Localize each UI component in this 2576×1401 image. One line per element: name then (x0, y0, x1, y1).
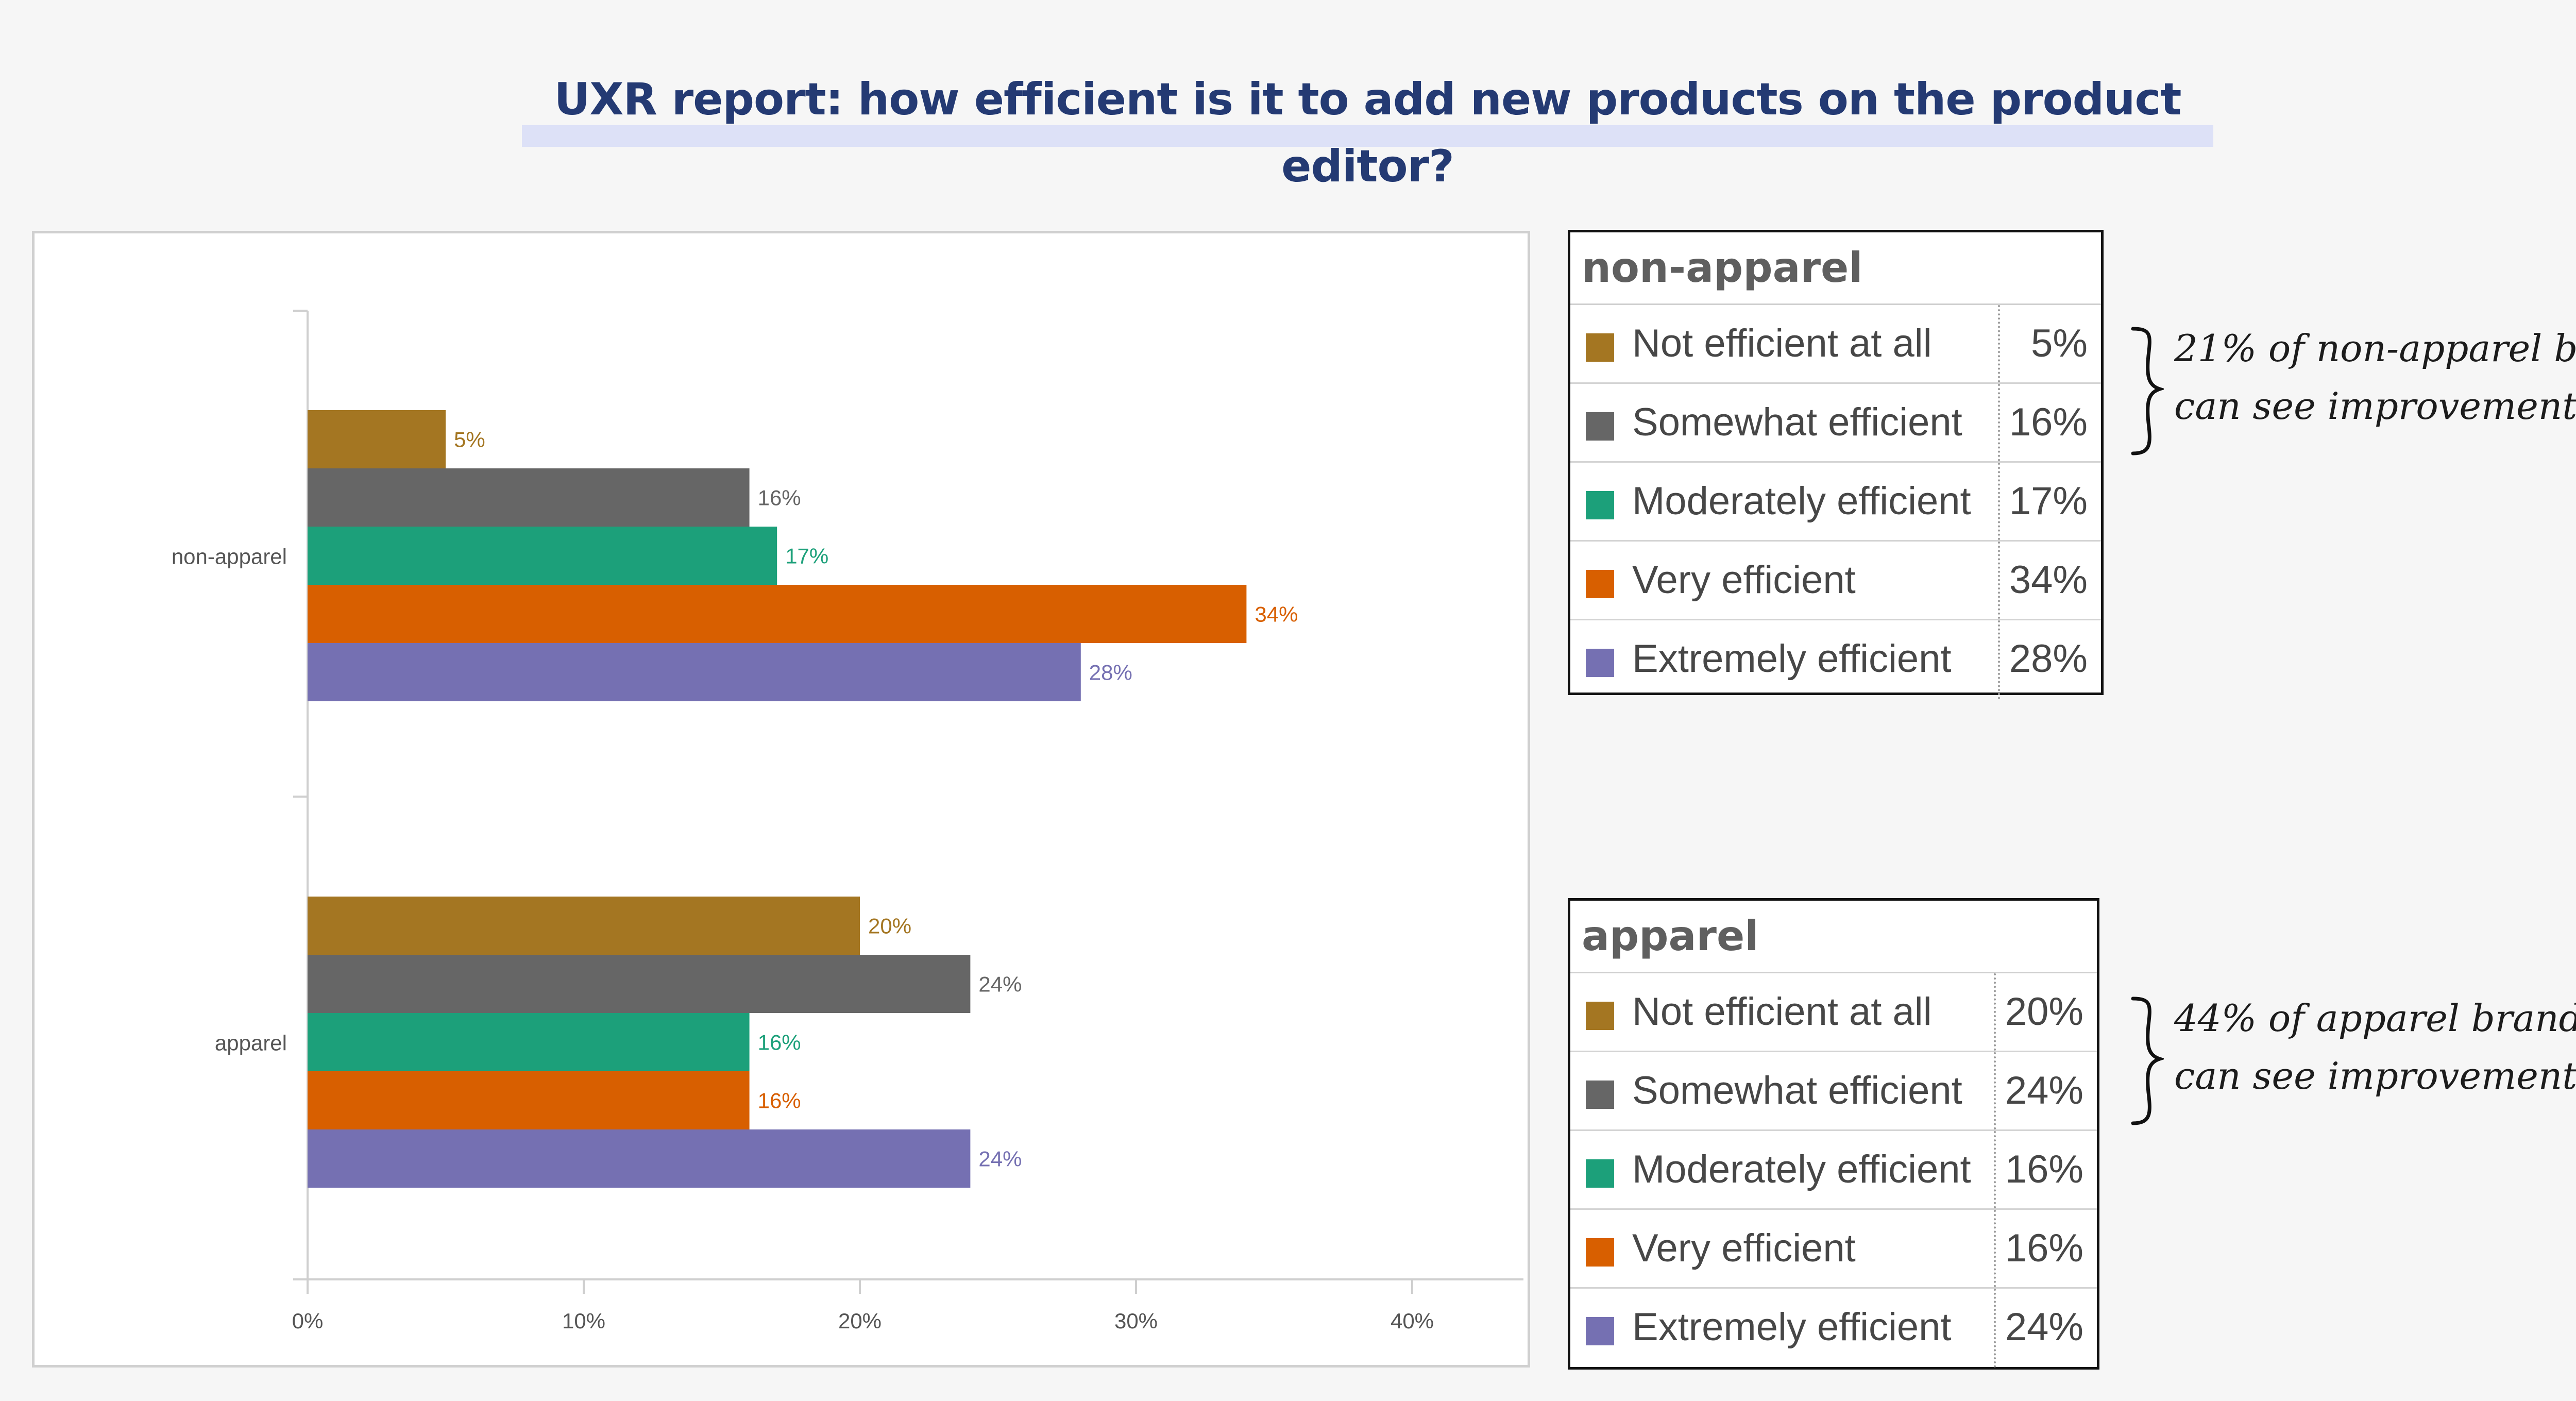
table-row: Very efficient 34% (1570, 542, 2101, 620)
non-apparel-annotation: 21% of non-apparel brands can see improv… (2128, 319, 2576, 455)
bar-chart: 0% 10% 20% 30% 40% non-apparel 5% 16% 17% 34% 28% a… (172, 310, 1523, 1333)
title-highlight (522, 125, 2213, 147)
curly-brace-icon (2131, 997, 2164, 1125)
table-header: non-apparel (1570, 232, 2101, 305)
curly-brace-icon (2131, 327, 2164, 455)
row-value: 28% (1998, 620, 2101, 699)
row-value: 20% (1994, 973, 2097, 1051)
color-swatch (1586, 1002, 1614, 1030)
row-value: 16% (1994, 1210, 2097, 1287)
row-value: 34% (1998, 542, 2101, 619)
annotation-line: can see improvement (2174, 384, 2576, 428)
annotation-line: can see improvement (2174, 1054, 2576, 1098)
bar (308, 527, 777, 585)
color-swatch (1586, 1081, 1614, 1109)
row-value: 17% (1998, 463, 2101, 540)
color-swatch (1586, 412, 1614, 441)
color-swatch (1586, 1238, 1614, 1267)
table-row: Moderately efficient 17% (1570, 463, 2101, 542)
data-label: 28% (1089, 661, 1132, 685)
row-value: 24% (1994, 1052, 2097, 1129)
x-tick-label: 20% (838, 1309, 882, 1333)
color-swatch (1586, 570, 1614, 598)
table-header: apparel (1570, 901, 2097, 973)
non-apparel-table: non-apparel Not efficient at all 5% Some… (1568, 230, 2104, 699)
data-label: 20% (868, 914, 911, 938)
bar (308, 955, 971, 1013)
row-label: Not efficient at all (1632, 322, 1932, 365)
data-label: 16% (758, 1089, 801, 1113)
row-label: Extremely efficient (1632, 1305, 1952, 1349)
category-label: apparel (215, 1031, 287, 1055)
table-row: Not efficient at all 5% (1570, 305, 2101, 384)
x-tick-label: 10% (562, 1309, 605, 1333)
annotation-line: 44% of apparel brands (2174, 997, 2576, 1040)
color-swatch (1586, 649, 1614, 677)
data-label: 24% (978, 1147, 1022, 1171)
apparel-annotation: 44% of apparel brands can see improvemen… (2128, 989, 2576, 1125)
row-label: Somewhat efficient (1632, 1069, 1962, 1112)
table-row: Extremely efficient 24% (1570, 1289, 2097, 1368)
annotation-line: 21% of non-apparel brands (2174, 327, 2576, 370)
bar (308, 897, 860, 955)
row-label: Somewhat efficient (1632, 400, 1962, 444)
apparel-table: apparel Not efficient at all 20% Somewha… (1568, 898, 2099, 1370)
table-row: Moderately efficient 16% (1570, 1131, 2097, 1210)
color-swatch (1586, 1159, 1614, 1188)
x-tick-label: 40% (1391, 1309, 1434, 1333)
category-label: non-apparel (172, 545, 287, 569)
data-label: 17% (785, 544, 828, 568)
table-row: Not efficient at all 20% (1570, 973, 2097, 1052)
report-title-text: UXR report: how efficient is it to add n… (554, 74, 2181, 192)
bar (308, 585, 1247, 643)
color-swatch (1586, 333, 1614, 362)
table-row: Somewhat efficient 24% (1570, 1052, 2097, 1131)
data-label: 5% (454, 428, 485, 452)
bar (308, 468, 750, 527)
table-row: Extremely efficient 28% (1570, 620, 2101, 699)
table-row: Very efficient 16% (1570, 1210, 2097, 1289)
color-swatch (1586, 1317, 1614, 1345)
annotation-text: 21% of non-apparel brands can see improv… (2174, 319, 2576, 435)
data-label: 16% (758, 1031, 801, 1055)
report-title: UXR report: how efficient is it to add n… (522, 66, 2213, 192)
annotation-text: 44% of apparel brands can see improvemen… (2174, 989, 2576, 1105)
data-label: 24% (978, 972, 1022, 997)
color-swatch (1586, 491, 1614, 519)
data-label: 34% (1255, 602, 1298, 627)
row-value: 16% (1994, 1131, 2097, 1208)
row-label: Not efficient at all (1632, 990, 1932, 1034)
bar (308, 1013, 750, 1071)
row-value: 5% (1998, 305, 2101, 382)
row-value: 16% (1998, 384, 2101, 461)
bar (308, 1129, 971, 1188)
row-value: 24% (1994, 1289, 2097, 1368)
x-tick-label: 0% (292, 1309, 324, 1333)
bar (308, 410, 446, 468)
row-label: Moderately efficient (1632, 479, 1971, 523)
row-label: Very efficient (1632, 558, 1856, 602)
bar (308, 1071, 750, 1129)
row-label: Moderately efficient (1632, 1147, 1971, 1191)
bar (308, 643, 1081, 701)
row-label: Extremely efficient (1632, 637, 1952, 681)
row-label: Very efficient (1632, 1226, 1856, 1270)
table-row: Somewhat efficient 16% (1570, 384, 2101, 463)
bar-chart-panel: 0% 10% 20% 30% 40% non-apparel 5% 16% 17% 34% 28% a… (32, 231, 1530, 1368)
x-tick-label: 30% (1114, 1309, 1158, 1333)
data-label: 16% (758, 486, 801, 510)
